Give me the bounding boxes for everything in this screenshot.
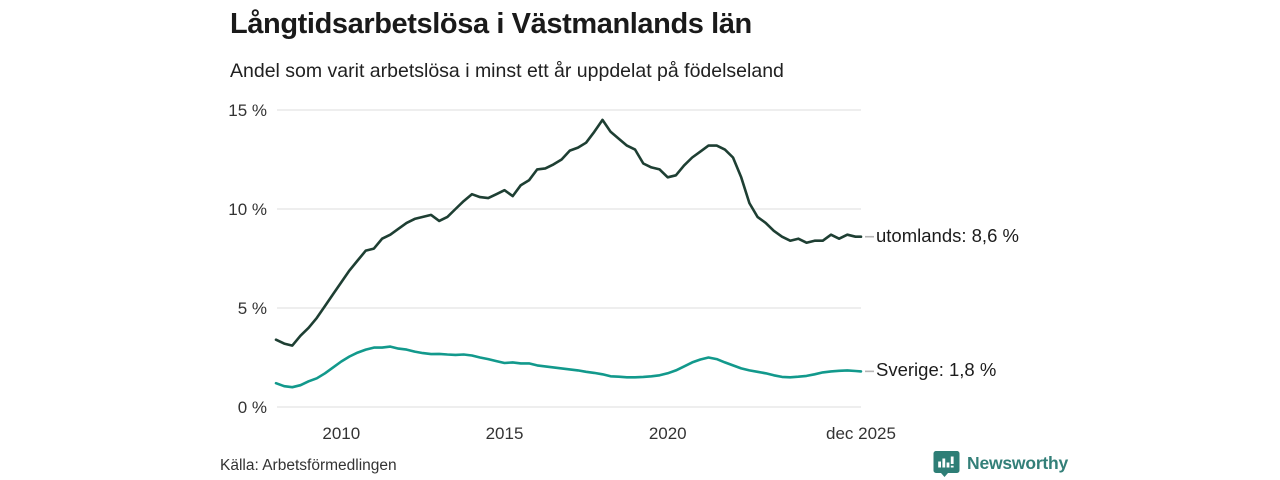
source-note: Källa: Arbetsförmedlingen [220,457,397,474]
newsworthy-icon [933,451,960,477]
page-subtitle: Andel som varit arbetslösa i minst ett å… [230,60,784,82]
x-tick-label: 2010 [322,424,360,443]
y-tick-label: 5 % [238,299,267,318]
page-title: Långtidsarbetslösa i Västmanlands län [230,8,752,40]
line-sverige [274,345,863,389]
x-tick-label: dec 2025 [826,424,896,443]
series-label-utomlands: utomlands: 8,6 % [876,224,1019,246]
line-utomlands [274,118,863,347]
y-tick-label: 0 % [238,398,267,417]
x-tick-label: 2020 [649,424,687,443]
y-tick-label: 15 % [228,101,267,120]
y-tick-label: 10 % [228,200,267,219]
series-label-sverige: Sverige: 1,8 % [876,359,997,381]
newsworthy-wordmark: Newsworthy [967,453,1069,473]
newsworthy-logo-link[interactable]: Newsworthy [933,450,1068,477]
x-tick-label: 2015 [486,424,524,443]
